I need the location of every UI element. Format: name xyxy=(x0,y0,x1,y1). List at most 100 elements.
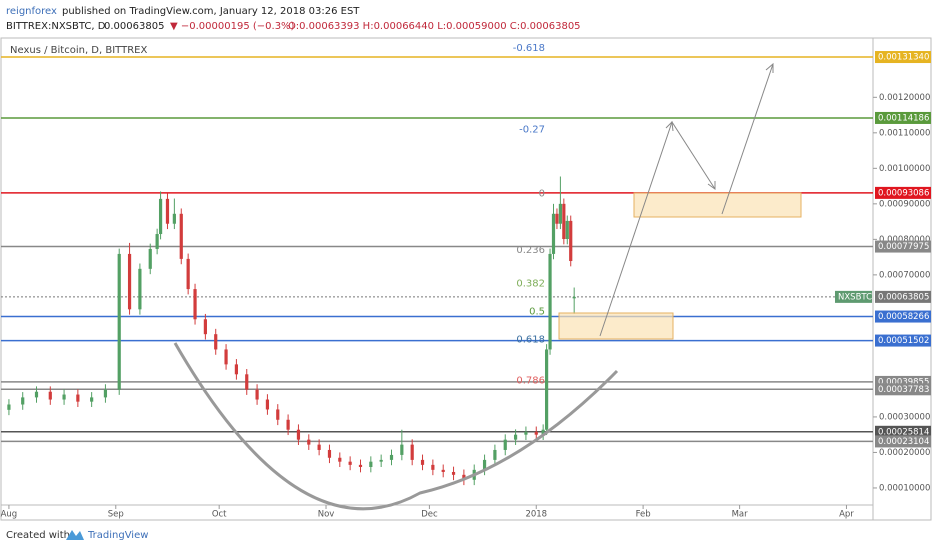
candle xyxy=(389,449,394,466)
x-tick-label: Dec xyxy=(421,510,438,520)
candle-body xyxy=(548,253,552,350)
candle-body xyxy=(155,234,159,249)
candle xyxy=(379,454,383,468)
candle-body xyxy=(245,374,249,390)
level-label: 0.00131340 xyxy=(878,53,929,63)
candle xyxy=(551,203,556,260)
candle-body xyxy=(451,471,456,475)
candle xyxy=(317,439,321,456)
arrow-heads xyxy=(665,62,774,190)
level-label: 0.00025814 xyxy=(878,427,929,437)
level-tag xyxy=(875,435,931,448)
level-label: 0.00051502 xyxy=(878,336,929,346)
candle-body xyxy=(203,319,207,335)
y-tick-label: 0.00110000 xyxy=(879,128,930,138)
x-tick-label: Aug xyxy=(1,510,18,520)
cup-curve xyxy=(173,342,619,511)
candle-body xyxy=(379,459,383,462)
candle-body xyxy=(62,394,66,400)
candle xyxy=(541,424,545,441)
level-label: 0.00058266 xyxy=(878,312,929,322)
y-tick-label: 0.00090000 xyxy=(879,199,930,209)
level-tag xyxy=(875,334,931,347)
chart-title: Nexus / Bitcoin, D, BITTREX xyxy=(10,45,147,56)
candle-body xyxy=(462,474,466,480)
x-tick-label: Apr xyxy=(839,510,854,520)
candle xyxy=(7,399,11,416)
candle-body xyxy=(76,394,80,402)
level-label: 0.00063805 xyxy=(878,292,929,302)
price: 0.00063805 xyxy=(104,21,164,32)
y-tick-label: 0.00020000 xyxy=(879,448,930,458)
candle-body xyxy=(389,454,394,460)
candle-body xyxy=(555,213,559,224)
candle xyxy=(558,176,562,230)
candle-body xyxy=(34,391,39,398)
candle-body xyxy=(562,203,566,240)
candle xyxy=(565,215,569,245)
level-label: 0.00023104 xyxy=(878,437,929,447)
candle-body xyxy=(513,434,518,440)
fib-label: 0.5 xyxy=(529,306,545,317)
candle xyxy=(127,242,132,315)
candle xyxy=(224,344,228,370)
candle-body xyxy=(541,429,545,435)
candle-body xyxy=(431,464,435,470)
level-label: 0.00114186 xyxy=(878,113,929,123)
level-label: 0.00093086 xyxy=(878,188,929,198)
candle xyxy=(186,253,190,295)
symbol: BITTREX:NXSBTC, D xyxy=(6,21,106,32)
candle-body xyxy=(193,289,197,320)
candle xyxy=(214,328,218,355)
candle xyxy=(34,386,39,403)
candle-body xyxy=(569,220,573,262)
level-tag xyxy=(875,290,931,303)
candle xyxy=(441,464,445,478)
candle xyxy=(296,424,301,445)
level-tag xyxy=(875,240,931,253)
candle-body xyxy=(572,296,576,299)
footer-brand: TradingView xyxy=(87,530,148,541)
candle xyxy=(358,459,363,473)
candle-body xyxy=(369,461,373,468)
y-tick-label: 0.00010000 xyxy=(879,483,930,493)
fib-label: -0.27 xyxy=(519,124,545,135)
candle-body xyxy=(165,198,170,224)
candle-body xyxy=(148,248,152,269)
candle xyxy=(76,389,80,407)
candle-body xyxy=(503,439,507,450)
x-tick-label: 2018 xyxy=(525,510,547,520)
level-tag xyxy=(875,310,931,323)
candle-body xyxy=(117,253,121,390)
ohlc: O:0.00063393 H:0.00066440 L:0.00059000 C… xyxy=(288,21,581,32)
candle-body xyxy=(172,213,176,224)
candle-body xyxy=(565,220,569,240)
candle-body xyxy=(307,439,311,445)
candle-body xyxy=(551,213,556,254)
candle xyxy=(148,243,152,275)
candle xyxy=(62,389,66,405)
candle xyxy=(179,208,183,265)
x-tick-label: Mar xyxy=(732,510,749,520)
candle xyxy=(569,215,573,267)
x-tick-label: Oct xyxy=(212,510,227,520)
candle xyxy=(158,191,163,240)
candle-body xyxy=(348,461,352,465)
candle xyxy=(21,392,25,410)
candle xyxy=(451,466,456,481)
candle xyxy=(545,344,549,436)
change: ▼ −0.00000195 (−0.3%) xyxy=(170,21,295,32)
x-tick-label: Sep xyxy=(108,510,124,520)
footer xyxy=(0,521,932,550)
candle-body xyxy=(103,389,108,398)
level-tag xyxy=(875,383,931,396)
candle xyxy=(462,469,466,486)
candle-body xyxy=(179,213,183,259)
candle xyxy=(338,452,342,468)
candle xyxy=(165,193,170,230)
candle xyxy=(534,426,538,441)
candle-body xyxy=(234,364,239,375)
candle-body xyxy=(296,429,301,440)
